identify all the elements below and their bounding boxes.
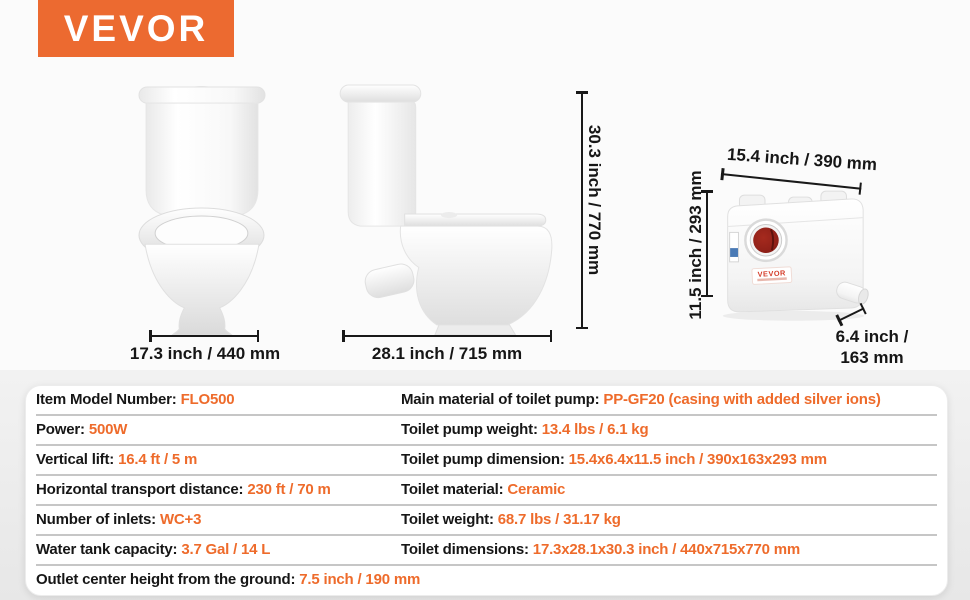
spec-label: Main material of toilet pump: <box>401 391 600 408</box>
spec-row-outlet-height: Outlet center height from the ground: 7.5… <box>36 566 937 595</box>
toilet-side-width-measure-line <box>342 330 552 342</box>
spec-value: FLO500 <box>180 391 235 408</box>
toilet-height-measure-line <box>576 91 588 329</box>
spec-label: Toilet weight: <box>401 511 494 528</box>
spec-value: PP-GF20 (casing with added silver ions) <box>603 391 881 408</box>
pump-depth-label-line1: 6.4 inch / <box>835 327 909 346</box>
spec-label: Vertical lift: <box>36 451 115 468</box>
pump-brand-text: VEVOR <box>757 268 786 278</box>
spec-table-card: Item Model Number: FLO500 Main material o… <box>25 385 948 596</box>
spec-label: Item Model Number: <box>36 391 177 408</box>
spec-row-vertical-lift: Vertical lift: 16.4 ft / 5 m Toilet pump … <box>36 446 937 476</box>
vevor-logo: VEVOR <box>38 0 234 57</box>
spec-value: 500W <box>88 421 128 438</box>
spec-row-horizontal-distance: Horizontal transport distance: 230 ft / 7… <box>36 476 937 506</box>
spec-label: Number of inlets: <box>36 511 156 528</box>
pump-depth-label-line2: 163 mm <box>840 348 904 367</box>
spec-row-tank-capacity: Water tank capacity: 3.7 Gal / 14 L Toile… <box>36 536 937 566</box>
spec-value: WC+3 <box>159 511 202 528</box>
macerator-pump-image: VEVOR <box>710 184 872 324</box>
spec-value: 15.4x6.4x11.5 inch / 390x163x293 mm <box>568 451 827 468</box>
spec-label: Toilet dimensions: <box>401 541 529 558</box>
pump-height-label: 11.5 inch / 293 mm <box>686 170 705 320</box>
spec-value: 13.4 lbs / 6.1 kg <box>541 421 649 438</box>
macerator-pump-illustration: VEVOR <box>722 190 869 321</box>
spec-value: 68.7 lbs / 31.17 kg <box>497 511 621 528</box>
pump-depth-label: 6.4 inch / 163 mm <box>822 326 922 368</box>
spec-row-inlets: Number of inlets: WC+3 Toilet weight: 68.7… <box>36 506 937 536</box>
spec-row-model: Item Model Number: FLO500 Main material o… <box>36 386 937 416</box>
pump-inlet-port <box>744 218 788 263</box>
spec-value: 17.3x28.1x30.3 inch / 440x715x770 mm <box>532 541 800 558</box>
spec-row-power: Power: 500W Toilet pump weight: 13.4 lbs /… <box>36 416 937 446</box>
pump-brand-label: VEVOR <box>751 266 793 285</box>
spec-label: Toilet pump dimension: <box>401 451 565 468</box>
spec-label: Toilet material: <box>401 481 504 498</box>
toilet-front-width-label: 17.3 inch / 440 mm <box>129 344 281 363</box>
toilet-side-view-image <box>338 83 558 335</box>
toilet-height-label: 30.3 inch / 770 mm <box>585 124 604 276</box>
toilet-front-view-image <box>133 83 271 335</box>
spec-label: Toilet pump weight: <box>401 421 538 438</box>
toilet-front-width-measure-line <box>149 330 259 342</box>
spec-label: Water tank capacity: <box>36 541 178 558</box>
toilet-side-illustration <box>339 84 553 335</box>
pump-outlet <box>836 281 869 305</box>
toilet-side-width-label: 28.1 inch / 715 mm <box>371 344 523 363</box>
pump-side-sticker <box>729 231 739 263</box>
spec-value: Ceramic <box>507 481 566 498</box>
toilet-front-illustration <box>138 86 266 335</box>
vevor-logo-text: VEVOR <box>63 7 209 49</box>
pump-height-measure-line <box>701 190 713 297</box>
spec-label: Horizontal transport distance: <box>36 481 244 498</box>
spec-label: Outlet center height from the ground: <box>36 571 296 588</box>
spec-value: 3.7 Gal / 14 L <box>181 541 271 558</box>
spec-label: Power: <box>36 421 85 438</box>
spec-value: 7.5 inch / 190 mm <box>299 571 421 588</box>
spec-value: 16.4 ft / 5 m <box>118 451 198 468</box>
spec-value: 230 ft / 70 m <box>247 481 331 498</box>
